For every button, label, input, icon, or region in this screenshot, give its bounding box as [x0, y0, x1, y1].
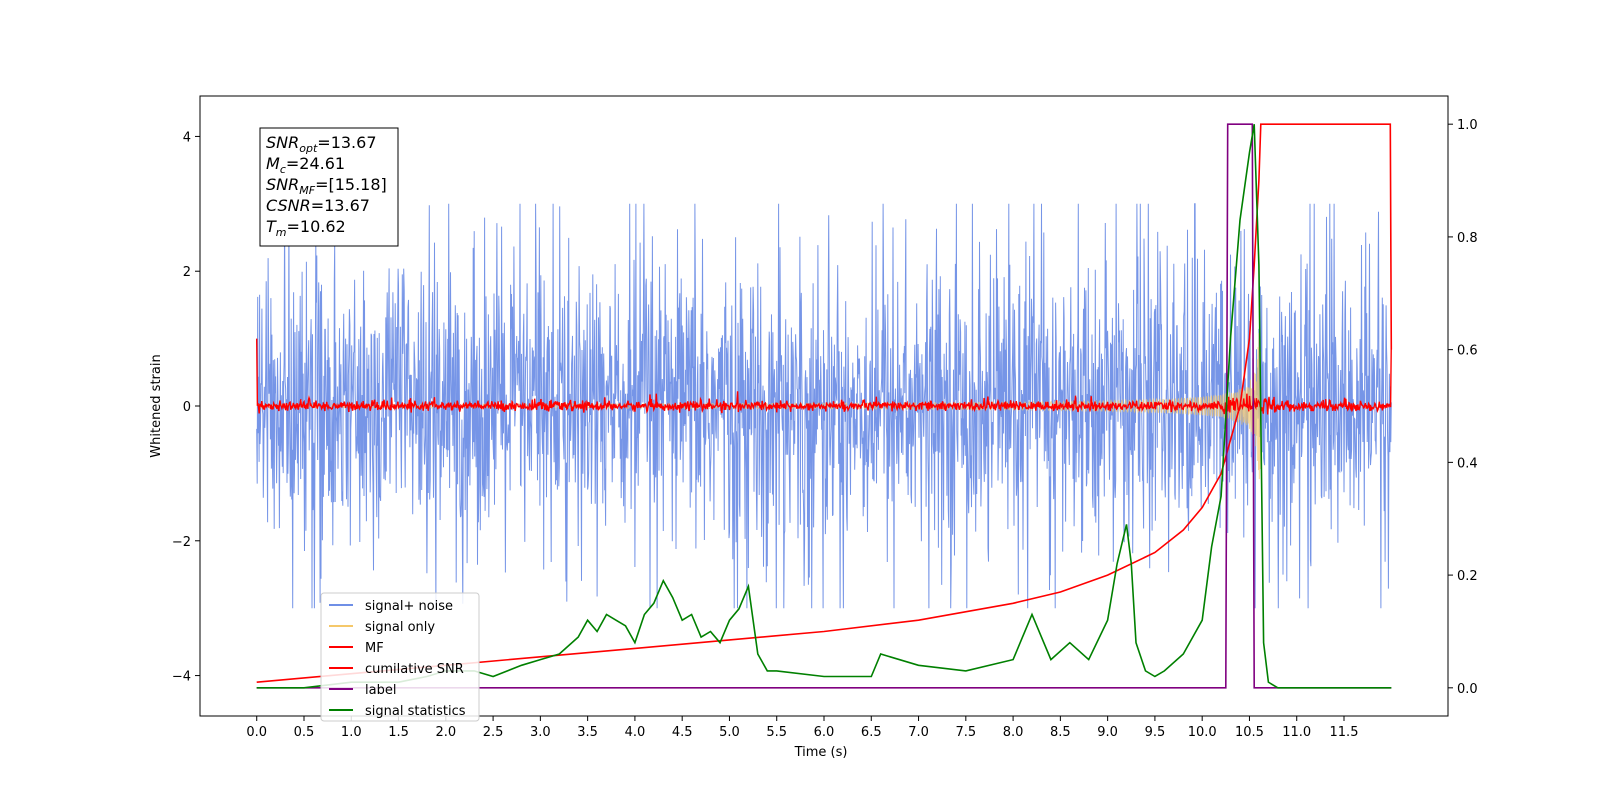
legend-entry: MF [365, 641, 384, 656]
x-tick-label: 5.0 [719, 725, 740, 740]
x-tick-label: 10.5 [1235, 725, 1264, 740]
x-tick-label: 0.0 [246, 725, 267, 740]
y2-tick-label: 0.6 [1457, 344, 1478, 359]
x-tick-label: 11.0 [1282, 725, 1311, 740]
x-tick-label: 0.5 [294, 725, 315, 740]
legend-entry: cumilative SNR [365, 662, 464, 677]
x-tick-label: 11.5 [1330, 725, 1359, 740]
series-mf-line [256, 338, 1392, 415]
x-tick-label: 1.5 [388, 725, 409, 740]
x-tick-label: 9.0 [1097, 725, 1118, 740]
annotation-box: SNRopt=13.67Mc=24.61SNRMF=[15.18]CSNR=13… [259, 127, 399, 247]
x-tick-label: 1.0 [341, 725, 362, 740]
legend-frame [320, 592, 480, 722]
x-tick-label: 8.0 [1003, 725, 1024, 740]
y2-tick-label: 0.2 [1457, 569, 1478, 584]
y-tick-label: 2 [183, 265, 191, 280]
x-tick-label: 7.5 [955, 725, 976, 740]
y-tick-label: 0 [183, 400, 191, 415]
x-tick-label: 6.5 [861, 725, 882, 740]
y-tick-label: 4 [183, 130, 191, 145]
legend-entry: signal only [365, 620, 435, 635]
series-cumilative-snr-line [256, 123, 1393, 683]
annotation-line: Tm=10.62 [266, 217, 346, 239]
annotation-frame [259, 127, 399, 247]
x-tick-label: 2.5 [483, 725, 504, 740]
x-tick-label: 9.5 [1145, 725, 1166, 740]
x-tick-label: 8.5 [1050, 725, 1071, 740]
legend: signal+ noise signal only MF cumilative SNR… [320, 592, 480, 722]
x-tick-label: 10.0 [1188, 725, 1217, 740]
x-tick-label: 4.5 [672, 725, 693, 740]
x-tick-label: 2.0 [435, 725, 456, 740]
annotation-line: CSNR=13.67 [266, 196, 370, 215]
series-signal-statistics-line [256, 124, 1392, 689]
x-tick-label: 6.0 [814, 725, 835, 740]
annotation-line: SNRopt=13.67 [266, 133, 377, 155]
y-axis-label: Whitened strain [149, 354, 164, 457]
annotation-line: Mc=24.61 [266, 154, 345, 176]
legend-entry: signal statistics [365, 704, 466, 719]
annotation-line: SNRMF=[15.18] [266, 175, 387, 197]
x-tick-label: 3.5 [577, 725, 598, 740]
y-tick-label: −4 [172, 670, 191, 685]
y2-tick-label: 0.0 [1457, 682, 1478, 697]
y2-tick-label: 0.4 [1457, 456, 1478, 471]
x-tick-label: 4.0 [625, 725, 646, 740]
legend-entry: label [365, 683, 396, 698]
x-axis-label: Time (s) [794, 745, 848, 760]
legend-entry: signal+ noise [365, 599, 453, 614]
y2-tick-label: 0.8 [1457, 231, 1478, 246]
y-tick-label: −2 [172, 535, 191, 550]
x-tick-label: 3.0 [530, 725, 551, 740]
x-tick-label: 7.0 [908, 725, 929, 740]
series-signal-noise-line [256, 203, 1392, 609]
y2-tick-label: 1.0 [1457, 118, 1478, 133]
x-tick-label: 5.5 [766, 725, 787, 740]
